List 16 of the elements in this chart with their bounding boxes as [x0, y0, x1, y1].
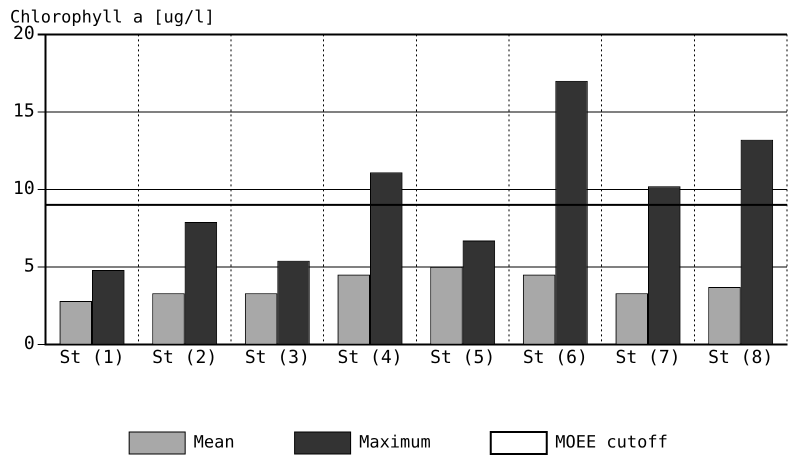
legend-label: MOEE cutoff — [555, 432, 668, 452]
y-tick-label: 5 — [24, 256, 35, 277]
x-tick-label: St (7) — [615, 346, 681, 368]
x-tick-label: St (3) — [244, 346, 310, 368]
y-tick-label: 20 — [12, 23, 35, 44]
x-tick-label: St (5) — [430, 346, 496, 368]
x-tick-label: St (1) — [59, 346, 125, 368]
y-tick-label: 10 — [12, 178, 35, 200]
x-tick-label: St (8) — [708, 346, 774, 368]
legend-label: Mean — [194, 432, 235, 452]
y-tick-label: 15 — [12, 100, 35, 122]
x-tick-label: St (4) — [337, 346, 403, 368]
y-tick-label: 0 — [24, 333, 35, 354]
x-tick-label: St (2) — [152, 346, 218, 368]
x-tick-label: St (6) — [522, 346, 588, 368]
legend-label: Maximum — [359, 432, 431, 452]
